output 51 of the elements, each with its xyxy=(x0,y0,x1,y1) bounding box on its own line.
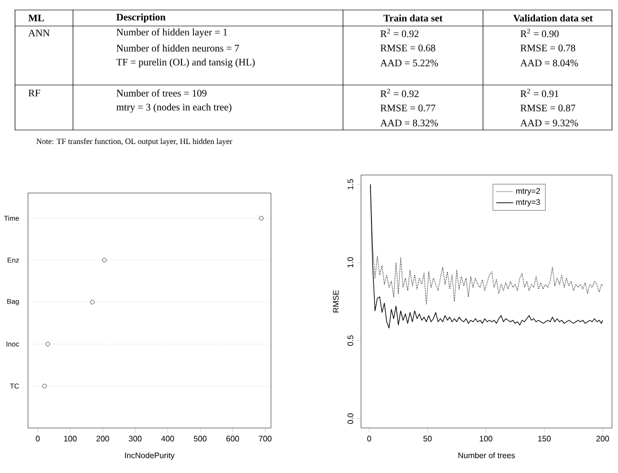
x-tick-label: 100 xyxy=(480,436,492,442)
x-axis-title: IncNodePurity xyxy=(125,452,175,460)
text: Description xyxy=(116,13,166,23)
text: AAD = 8.04% xyxy=(520,60,578,66)
x-tick-label: 50 xyxy=(423,436,432,442)
legend-label: mtry=2 xyxy=(516,188,540,196)
text: Number of hidden layer = 1 xyxy=(116,28,228,38)
x-tick-label: 0 xyxy=(367,436,372,442)
text: RMSE = 0.77 xyxy=(380,104,436,112)
x-tick-label: 700 xyxy=(258,436,272,442)
text: AAD = 9.32% xyxy=(520,120,578,126)
text: R$^{2}$ = 0.91 xyxy=(520,88,558,98)
y-tick-label: 0.5 xyxy=(348,335,354,346)
point xyxy=(46,342,50,346)
point xyxy=(90,300,95,304)
x-tick-label: 200 xyxy=(596,436,610,442)
text: mtry = 3 (nodes in each tree) xyxy=(116,103,232,113)
text: RF xyxy=(28,90,40,96)
y-tick-label: 0.0 xyxy=(348,413,354,424)
x-tick-label: 500 xyxy=(194,436,207,442)
text: ML xyxy=(28,14,44,22)
y-tick-label: 1.0 xyxy=(348,257,354,268)
x-tick-label: 600 xyxy=(226,436,240,442)
text: AAD = 5.22% xyxy=(380,60,438,66)
x-tick-label: 100 xyxy=(64,436,77,442)
text: RMSE = 0.78 xyxy=(520,44,576,52)
text: RMSE = 0.68 xyxy=(380,44,436,52)
x-axis-title: Number of trees xyxy=(458,452,515,458)
legend-label: mtry=3 xyxy=(516,199,540,206)
x-tick-label: 400 xyxy=(161,436,174,442)
text: Note: TF transfer function, OL output layer, HL hidden layer xyxy=(36,138,232,146)
text: Train data set xyxy=(384,14,443,22)
text: ANN xyxy=(28,30,50,36)
text: R$^{2}$ = 0.92 xyxy=(380,28,418,38)
point xyxy=(102,258,107,262)
x-tick-label: 0 xyxy=(36,436,40,442)
text: RMSE = 0.87 xyxy=(520,104,576,112)
text: Number of trees = 109 xyxy=(116,89,206,97)
x-tick-label: 150 xyxy=(538,436,551,442)
text: TF = purelin (OL) and tansig (HL) xyxy=(116,58,255,68)
text: R$^{2}$ = 0.92 xyxy=(380,88,418,98)
y-axis-title: RMSE xyxy=(333,290,339,312)
text: Validation data set xyxy=(513,14,593,22)
x-tick-label: 200 xyxy=(96,436,110,442)
text: AAD = 8.32% xyxy=(380,120,438,126)
point xyxy=(259,216,264,220)
x-tick-label: 300 xyxy=(128,436,142,442)
text: Number of hidden neurons = 7 xyxy=(116,44,240,52)
point xyxy=(42,384,47,388)
y-tick-label: 1.5 xyxy=(348,179,354,190)
text: R$^{2}$ = 0.90 xyxy=(520,28,559,38)
